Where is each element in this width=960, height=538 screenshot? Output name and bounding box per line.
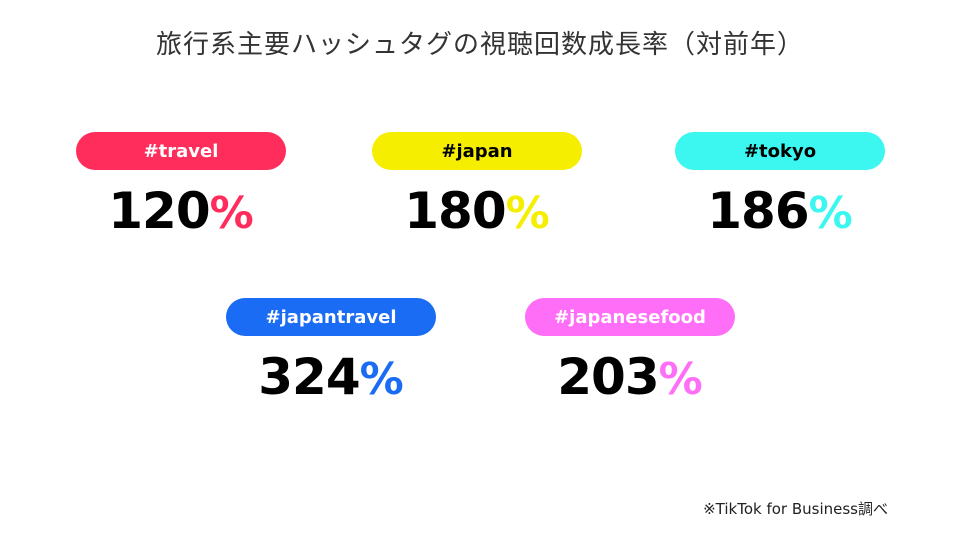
hashtag-pill: #japantravel	[226, 298, 436, 336]
stat-number: 324	[258, 348, 360, 406]
stat-card-travel: #travel 120%	[76, 132, 286, 240]
stat-number: 120	[108, 182, 210, 240]
stat-value: 324%	[226, 348, 436, 406]
stat-card-japanesefood: #japanesefood 203%	[525, 298, 735, 406]
percent-sign: %	[209, 188, 254, 239]
hashtag-pill: #japanesefood	[525, 298, 735, 336]
percent-sign: %	[359, 354, 404, 405]
stat-number: 180	[404, 182, 506, 240]
percent-sign: %	[808, 188, 853, 239]
percent-sign: %	[658, 354, 703, 405]
stat-number: 203	[557, 348, 659, 406]
hashtag-pill: #japan	[372, 132, 582, 170]
hashtag-pill: #travel	[76, 132, 286, 170]
stat-value: 203%	[525, 348, 735, 406]
stat-value: 180%	[372, 182, 582, 240]
stat-value: 120%	[76, 182, 286, 240]
stat-number: 186	[707, 182, 809, 240]
hashtag-pill: #tokyo	[675, 132, 885, 170]
slide-title: 旅行系主要ハッシュタグの視聴回数成長率（対前年）	[155, 30, 804, 60]
stat-card-japantravel: #japantravel 324%	[226, 298, 436, 406]
stat-card-tokyo: #tokyo 186%	[675, 132, 885, 240]
stat-value: 186%	[675, 182, 885, 240]
stat-card-japan: #japan 180%	[372, 132, 582, 240]
source-footnote: ※TikTok for Business調べ	[703, 500, 888, 518]
percent-sign: %	[505, 188, 550, 239]
